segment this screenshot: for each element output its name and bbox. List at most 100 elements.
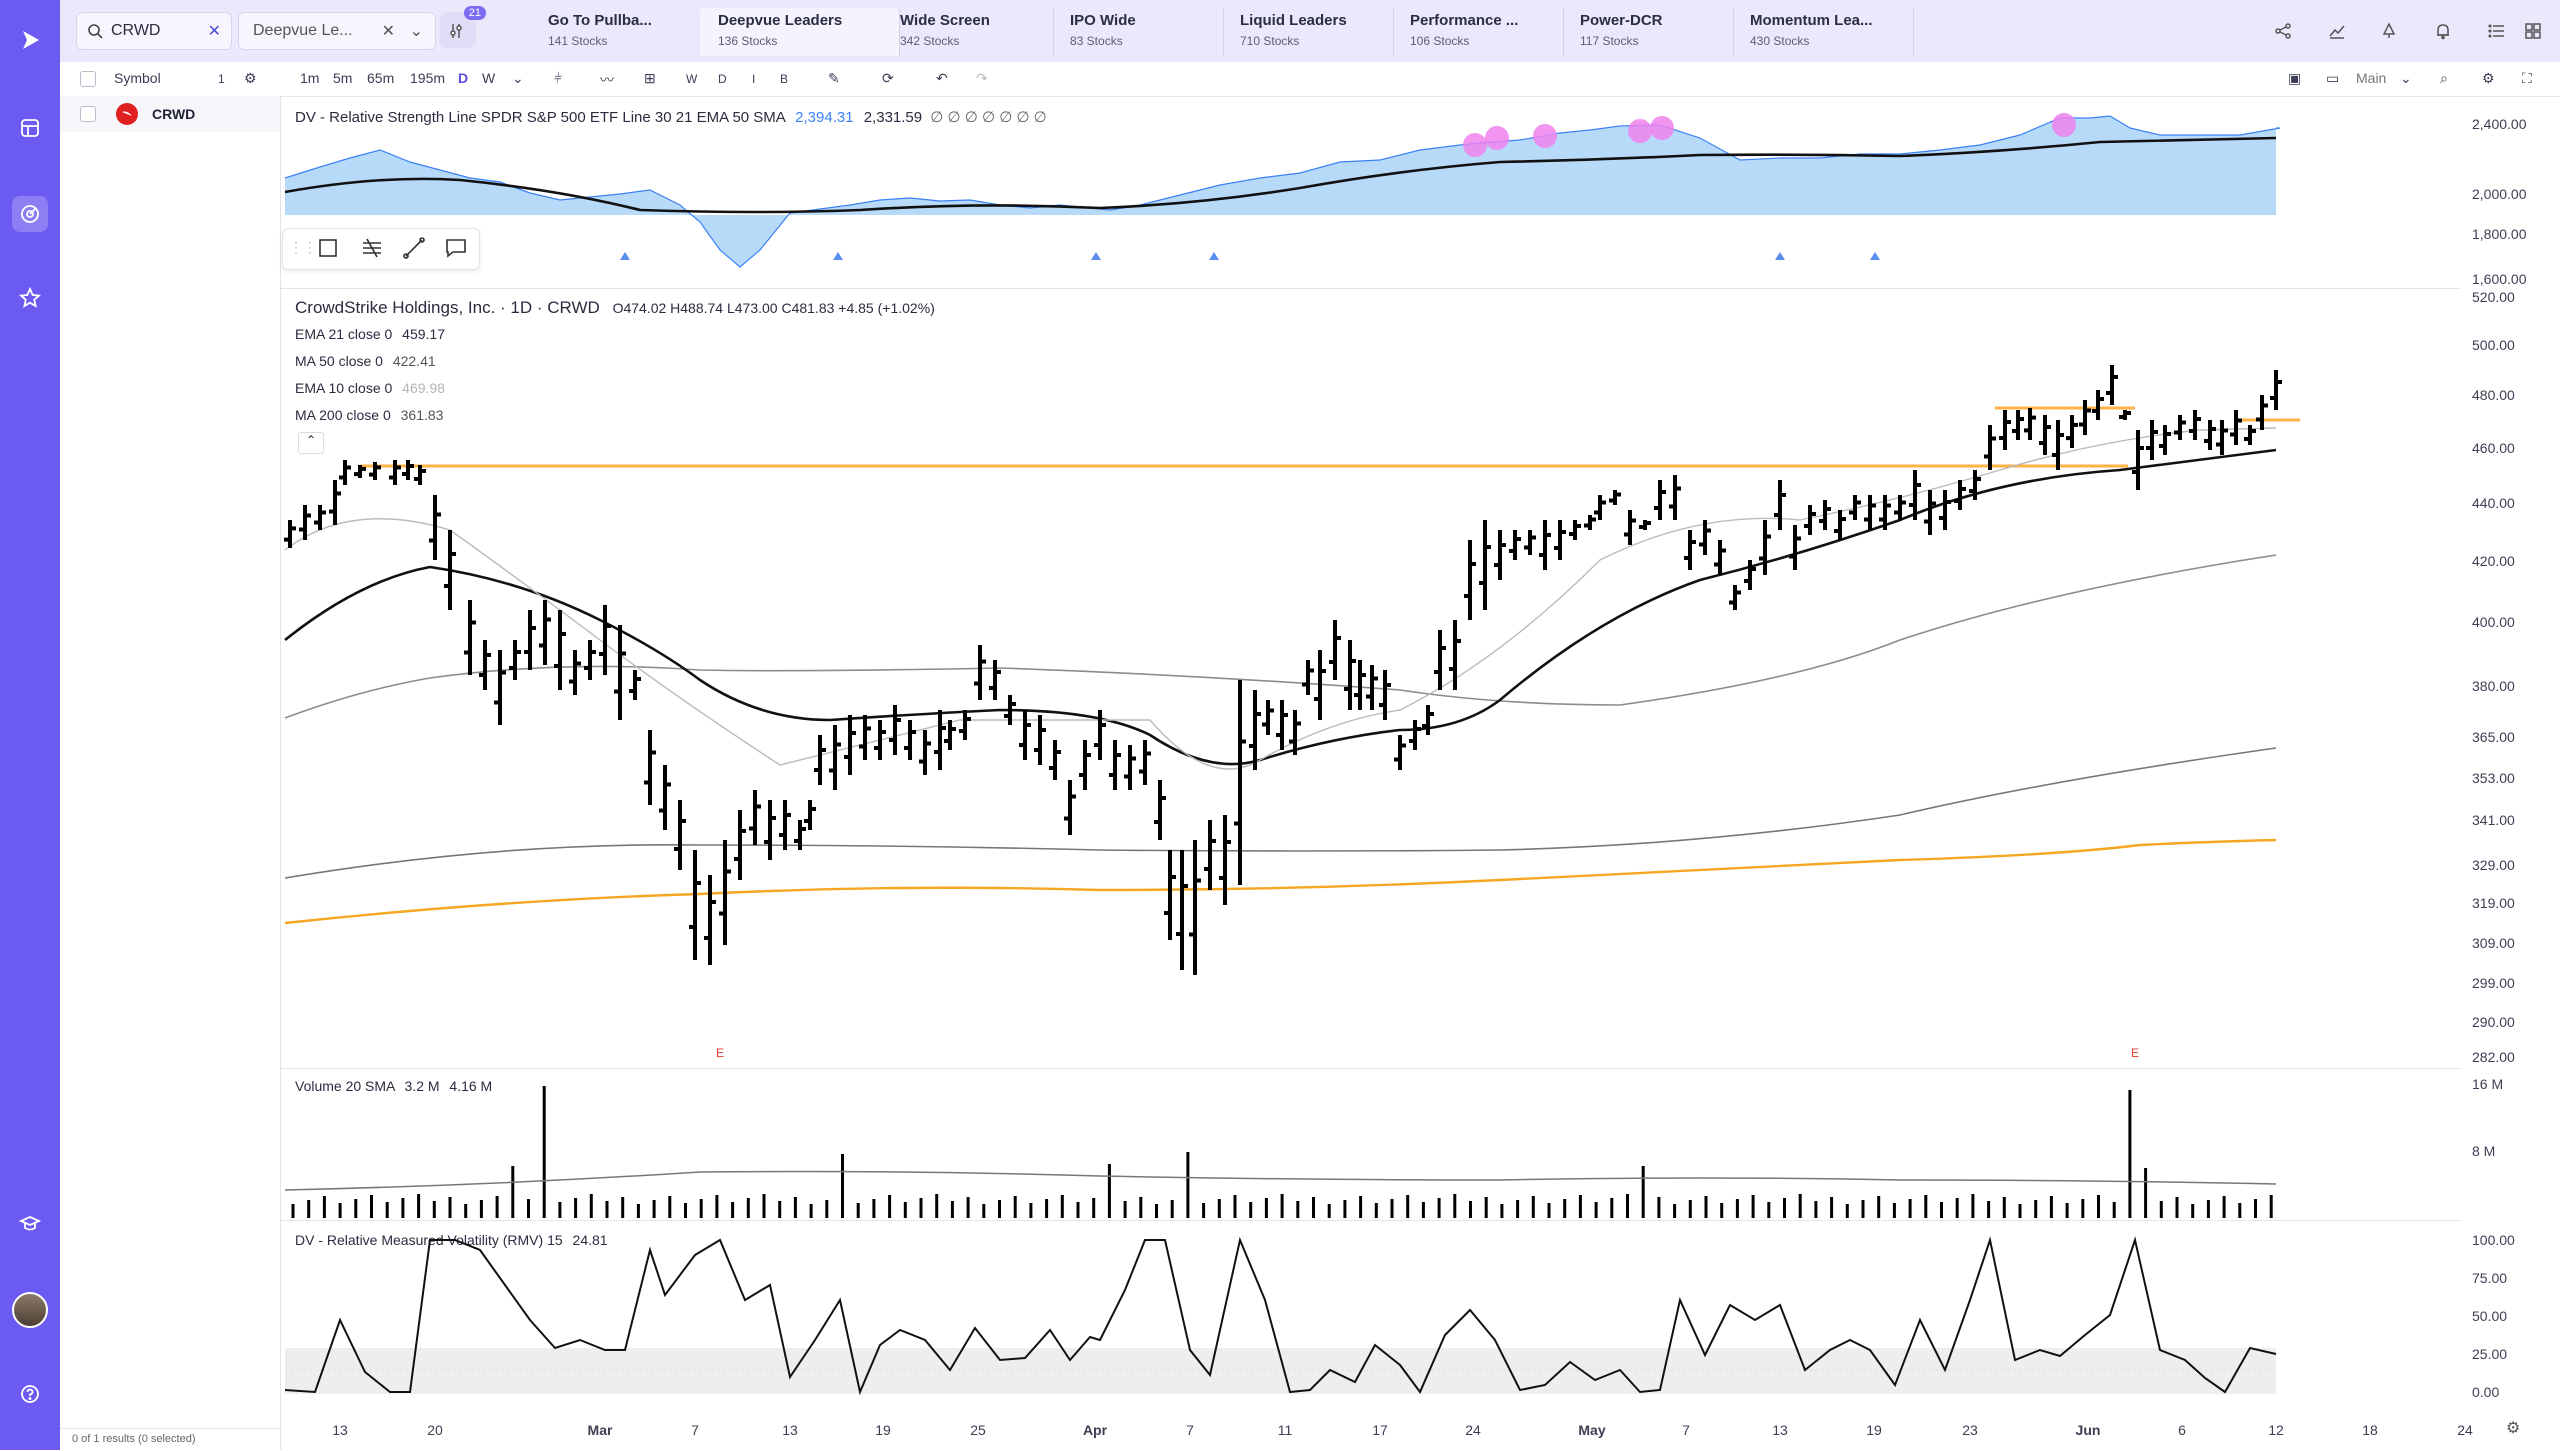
ohlc-bar [1804,505,1816,535]
interval-195m[interactable]: 195m [410,70,446,86]
settings-icon[interactable]: ⚙ [244,70,257,86]
radar-icon[interactable] [12,196,48,232]
chart-toolbar: Symbol 1 ⚙ 1m 5m 65m 195m D W ⌄ ⫩ 〰 ⊞ W … [60,62,2560,97]
layout-grid-icon[interactable]: ⊞ [644,70,656,86]
x-tick: 19 [875,1422,891,1438]
chevron-down-icon[interactable]: ⌄ [512,70,524,86]
x-tick: Jun [2075,1422,2101,1438]
clear-search-icon[interactable]: ✕ [207,23,221,40]
mini-button-b[interactable]: B [780,72,789,86]
interval-d[interactable]: D [458,70,469,86]
watchlist-row[interactable]: CRWD [60,96,280,132]
rs-triangle-marker [1091,252,1101,260]
tree-icon[interactable] [2376,18,2402,44]
price-y-tick: 341.00 [2472,812,2515,828]
tab-ipo-wide[interactable]: IPO Wide 83 Stocks [1052,8,1224,56]
ohlc-bar [1819,500,1831,530]
price-legend: CrowdStrike Holdings, Inc. · 1D · CRWD O… [295,298,935,318]
bar-style-icon[interactable]: ⫩ [554,70,563,86]
redo-icon[interactable]: ↷ [976,70,988,86]
ohlc-bar [1524,530,1536,555]
refresh-icon[interactable]: ⟳ [882,70,894,86]
rs-y-tick: 2,400.00 [2472,116,2527,132]
help-icon[interactable] [12,1376,48,1412]
user-avatar[interactable] [12,1292,48,1328]
grid-view-icon[interactable] [2520,18,2546,44]
tab-liquid-leaders[interactable]: Liquid Leaders 710 Stocks [1222,8,1394,56]
ind-label: MA 200 close 0 [295,407,391,423]
collapse-legend-button[interactable]: ⌃ [298,432,324,454]
rectangle-tool-icon[interactable] [315,235,341,266]
crwd-logo-icon [116,103,138,125]
row-checkbox[interactable] [80,106,96,122]
star-icon[interactable] [12,280,48,316]
mini-button-w[interactable]: W [686,72,698,86]
ohlc-bar [2159,425,2171,455]
chevron-down-icon[interactable]: ⌄ [409,23,423,40]
select-all-checkbox[interactable] [80,71,96,87]
chart-line-icon[interactable] [2324,18,2350,44]
search-input[interactable]: CRWD [111,22,161,39]
symbol-search[interactable]: CRWD ✕ [76,12,232,50]
bell-icon[interactable] [2430,18,2456,44]
tab-momentum-leaders[interactable]: Momentum Lea... 430 Stocks [1732,8,1914,56]
interval-w[interactable]: W [482,70,496,86]
gear-icon[interactable]: ⚙ [2482,70,2495,86]
close-icon[interactable]: ✕ [381,23,395,40]
indicator-icon[interactable]: 〰 [600,72,614,88]
list-view-icon[interactable] [2484,18,2510,44]
share-icon[interactable] [2270,18,2296,44]
undo-icon[interactable]: ↶ [936,70,948,86]
ind-label: EMA 10 close 0 [295,380,393,396]
tab-title: Momentum Lea... [1750,12,1873,29]
price-y-tick: 329.00 [2472,857,2515,873]
ohlc-bar [2079,400,2091,435]
folder-icon[interactable]: ▭ [2326,70,2340,86]
trendline-tool-icon[interactable] [401,235,427,266]
interval-65m[interactable]: 65m [367,70,395,86]
zoom-icon[interactable]: ⌕ [2440,70,2448,86]
fullscreen-icon[interactable]: ⛶ [2522,70,2532,86]
ohlc-bar [1434,630,1446,690]
graduation-cap-icon[interactable] [12,1206,48,1242]
rmv-legend: DV - Relative Measured Volatility (RMV) … [295,1232,608,1248]
tab-performance[interactable]: Performance ... 106 Stocks [1392,8,1564,56]
logo-play-icon[interactable] [12,22,48,58]
rs-line [284,115,2281,268]
symbol-column-header[interactable]: Symbol [114,70,161,86]
panel-icon[interactable]: ▣ [2288,70,2302,86]
ohlc-bar [764,800,776,860]
mini-button-i[interactable]: I [752,72,756,86]
layout-name[interactable]: Main [2356,70,2387,86]
rs-new-high-dot [1485,126,1509,150]
mini-button-d[interactable]: D [718,72,727,86]
rs-ema-line [284,136,2277,214]
ohlc-bar [859,715,871,760]
chart-settings-icon[interactable]: ⚙ [2506,1420,2521,1437]
ohlc-bar [599,605,611,675]
watchlist-select[interactable]: Deepvue Le... ✕ ⌄ [238,12,436,50]
ohlc-bar [719,840,731,945]
ohlc-bar [2216,420,2228,455]
ma50-line [284,554,2277,719]
ind-value: 469.98 [402,380,445,396]
drag-handle-icon[interactable]: ⋮⋮ [289,239,317,255]
chevron-down-icon[interactable]: ⌄ [2400,70,2412,86]
ohlc-bar [1302,660,1314,695]
tab-power-dcr[interactable]: Power-DCR 117 Stocks [1562,8,1734,56]
ohlc-bar [2012,410,2024,440]
ohlc-bar [934,710,946,770]
tab-deepvue-leaders[interactable]: Deepvue Leaders 136 Stocks [700,8,900,56]
interval-5m[interactable]: 5m [333,70,353,86]
rs-title: DV - Relative Strength Line SPDR S&P 500… [295,109,785,126]
fib-tool-icon[interactable] [359,235,385,266]
watchlist-symbol: CRWD [152,106,196,122]
note-tool-icon[interactable] [443,235,469,266]
grid-layout-icon[interactable] [12,110,48,146]
interval-1m[interactable]: 1m [300,70,320,86]
price-title: CrowdStrike Holdings, Inc. · 1D · CRWD [295,298,600,317]
eraser-icon[interactable]: ✎ [828,70,840,86]
tab-wide-screen[interactable]: Wide Screen 342 Stocks [882,8,1054,56]
filter-button[interactable]: 21 [440,6,486,48]
